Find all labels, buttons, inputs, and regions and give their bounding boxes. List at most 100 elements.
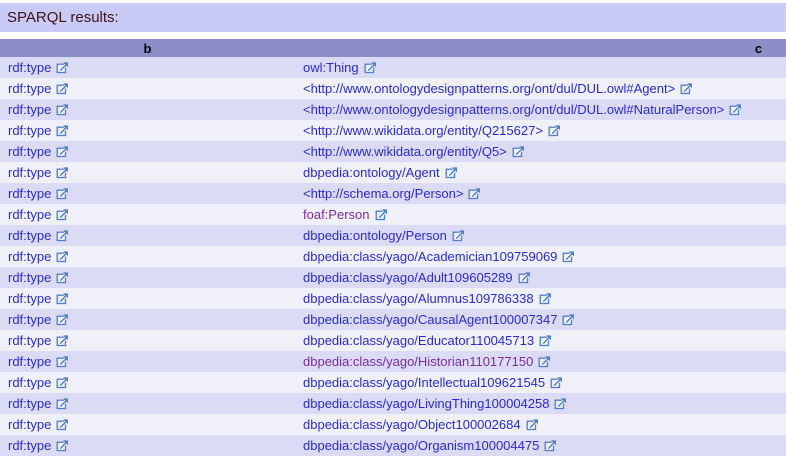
external-link-icon[interactable] (56, 208, 69, 221)
external-link-icon[interactable] (56, 418, 69, 431)
object-link[interactable]: foaf:Person (303, 207, 370, 222)
predicate-link[interactable]: rdf:type (8, 249, 52, 264)
table-row: rdf:type dbpedia:class/yago/Historian110… (0, 351, 786, 372)
object-link[interactable]: <http://schema.org/Person> (303, 186, 464, 201)
object-link[interactable]: dbpedia:class/yago/Object100002684 (303, 417, 521, 432)
external-link-icon[interactable] (56, 103, 69, 116)
external-link-icon[interactable] (445, 166, 458, 179)
external-link-icon[interactable] (56, 250, 69, 263)
column-header-c: c (295, 39, 786, 57)
external-link-icon[interactable] (56, 439, 69, 452)
predicate-link[interactable]: rdf:type (8, 165, 52, 180)
external-link-icon[interactable] (548, 124, 561, 137)
external-link-icon[interactable] (56, 313, 69, 326)
external-link-icon[interactable] (468, 187, 481, 200)
table-row: rdf:type foaf:Person (0, 204, 786, 225)
cell-predicate: rdf:type (0, 162, 295, 183)
predicate-link[interactable]: rdf:type (8, 60, 52, 75)
predicate-link[interactable]: rdf:type (8, 375, 52, 390)
external-link-icon[interactable] (518, 271, 531, 284)
external-link-icon[interactable] (56, 61, 69, 74)
external-link-icon[interactable] (729, 103, 742, 116)
external-link-icon[interactable] (56, 334, 69, 347)
table-row: rdf:type <http://www.wikidata.org/entity… (0, 120, 786, 141)
cell-object: dbpedia:ontology/Person (295, 225, 786, 246)
external-link-icon[interactable] (544, 439, 557, 452)
predicate-link[interactable]: rdf:type (8, 207, 52, 222)
predicate-link[interactable]: rdf:type (8, 438, 52, 453)
object-link[interactable]: <http://www.wikidata.org/entity/Q5> (303, 144, 507, 159)
external-link-icon[interactable] (562, 313, 575, 326)
object-link[interactable]: dbpedia:class/yago/LivingThing100004258 (303, 396, 550, 411)
predicate-link[interactable]: rdf:type (8, 312, 52, 327)
predicate-link[interactable]: rdf:type (8, 333, 52, 348)
object-link[interactable]: dbpedia:class/yago/Historian110177150 (303, 354, 534, 369)
external-link-icon[interactable] (512, 145, 525, 158)
object-link[interactable]: <http://www.ontologydesignpatterns.org/o… (303, 81, 676, 96)
predicate-link[interactable]: rdf:type (8, 417, 52, 432)
external-link-icon[interactable] (452, 229, 465, 242)
external-link-icon[interactable] (550, 376, 563, 389)
external-link-icon[interactable] (538, 355, 551, 368)
table-row: rdf:type <http://schema.org/Person> (0, 183, 786, 204)
table-row: rdf:type dbpedia:class/yago/LivingThing1… (0, 393, 786, 414)
table-row: rdf:type dbpedia:class/yago/CausalAgent1… (0, 309, 786, 330)
external-link-icon[interactable] (56, 271, 69, 284)
cell-object: dbpedia:class/yago/Organism100004475 (295, 435, 786, 456)
cell-predicate: rdf:type (0, 225, 295, 246)
object-link[interactable]: owl:Thing (303, 60, 359, 75)
external-link-icon[interactable] (562, 250, 575, 263)
external-link-icon[interactable] (56, 82, 69, 95)
external-link-icon[interactable] (56, 355, 69, 368)
cell-predicate: rdf:type (0, 372, 295, 393)
cell-object: foaf:Person (295, 204, 786, 225)
object-link[interactable]: <http://www.wikidata.org/entity/Q215627> (303, 123, 543, 138)
object-link[interactable]: dbpedia:class/yago/Educator110045713 (303, 333, 535, 348)
cell-object: dbpedia:class/yago/Academician109759069 (295, 246, 786, 267)
object-link[interactable]: dbpedia:class/yago/Adult109605289 (303, 270, 513, 285)
object-link[interactable]: dbpedia:class/yago/CausalAgent100007347 (303, 312, 558, 327)
predicate-link[interactable]: rdf:type (8, 354, 52, 369)
predicate-link[interactable]: rdf:type (8, 396, 52, 411)
cell-object: dbpedia:class/yago/LivingThing100004258 (295, 393, 786, 414)
external-link-icon[interactable] (526, 418, 539, 431)
external-link-icon[interactable] (56, 187, 69, 200)
predicate-link[interactable]: rdf:type (8, 270, 52, 285)
external-link-icon[interactable] (364, 61, 377, 74)
external-link-icon[interactable] (539, 292, 552, 305)
object-link[interactable]: dbpedia:class/yago/Organism100004475 (303, 438, 540, 453)
predicate-link[interactable]: rdf:type (8, 186, 52, 201)
object-link[interactable]: dbpedia:class/yago/Academician109759069 (303, 249, 558, 264)
external-link-icon[interactable] (56, 292, 69, 305)
cell-object: dbpedia:class/yago/CausalAgent100007347 (295, 309, 786, 330)
results-table-body: rdf:type owl:Thing rdf: (0, 57, 786, 456)
cell-predicate: rdf:type (0, 288, 295, 309)
cell-predicate: rdf:type (0, 435, 295, 456)
external-link-icon[interactable] (680, 82, 693, 95)
external-link-icon[interactable] (56, 166, 69, 179)
external-link-icon[interactable] (56, 124, 69, 137)
cell-predicate: rdf:type (0, 78, 295, 99)
predicate-link[interactable]: rdf:type (8, 123, 52, 138)
external-link-icon[interactable] (375, 208, 388, 221)
external-link-icon[interactable] (56, 229, 69, 242)
external-link-icon[interactable] (56, 145, 69, 158)
cell-predicate: rdf:type (0, 204, 295, 225)
table-row: rdf:type dbpedia:class/yago/Organism1000… (0, 435, 786, 456)
predicate-link[interactable]: rdf:type (8, 144, 52, 159)
external-link-icon[interactable] (539, 334, 552, 347)
predicate-link[interactable]: rdf:type (8, 291, 52, 306)
object-link[interactable]: dbpedia:ontology/Agent (303, 165, 440, 180)
object-link[interactable]: dbpedia:class/yago/Alumnus109786338 (303, 291, 534, 306)
external-link-icon[interactable] (56, 376, 69, 389)
object-link[interactable]: dbpedia:ontology/Person (303, 228, 447, 243)
table-row: rdf:type dbpedia:ontology/Agent (0, 162, 786, 183)
predicate-link[interactable]: rdf:type (8, 102, 52, 117)
object-link[interactable]: <http://www.ontologydesignpatterns.org/o… (303, 102, 725, 117)
external-link-icon[interactable] (56, 397, 69, 410)
external-link-icon[interactable] (554, 397, 568, 410)
predicate-link[interactable]: rdf:type (8, 81, 52, 96)
cell-predicate: rdf:type (0, 330, 295, 351)
predicate-link[interactable]: rdf:type (8, 228, 52, 243)
object-link[interactable]: dbpedia:class/yago/Intellectual109621545 (303, 375, 546, 390)
